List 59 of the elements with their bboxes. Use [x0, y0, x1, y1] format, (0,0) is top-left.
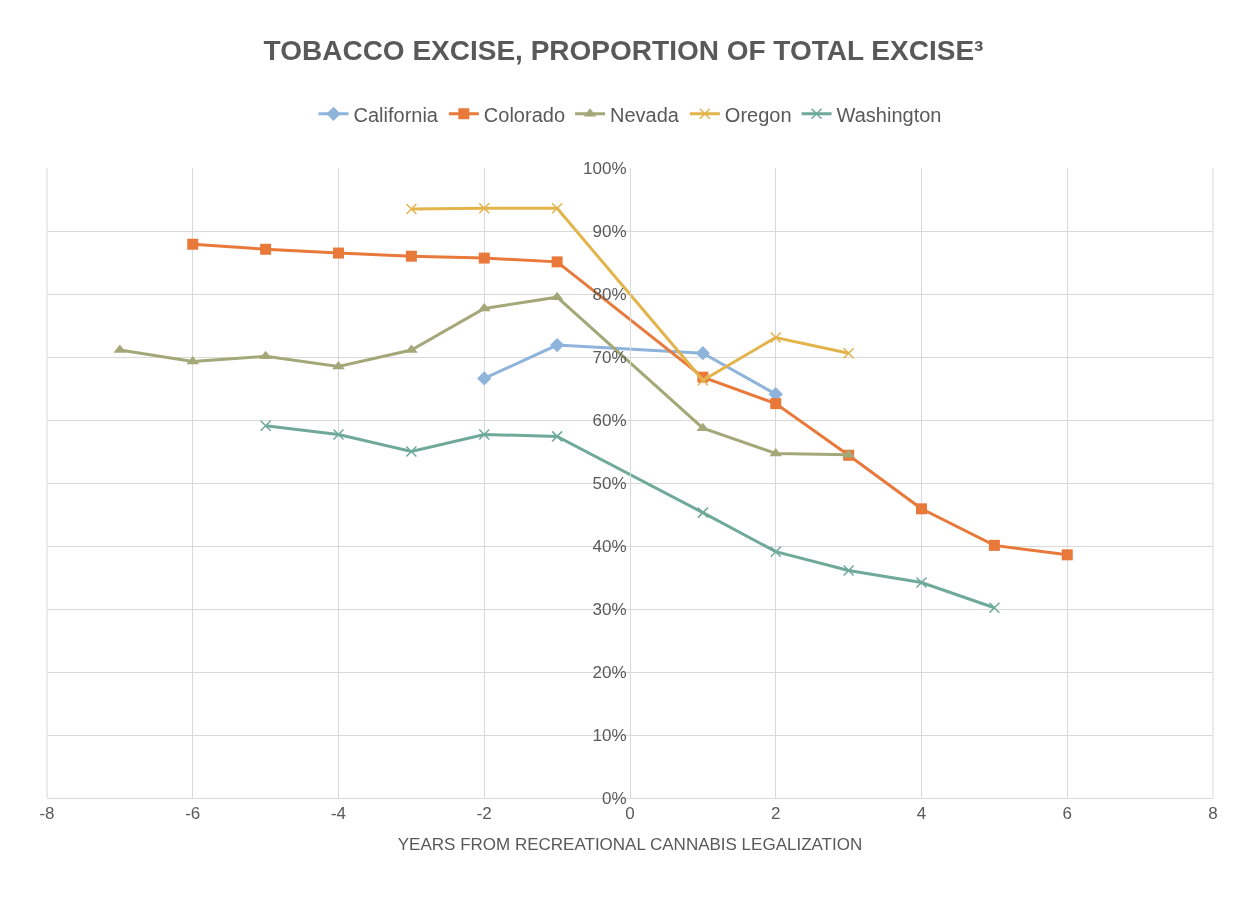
point — [551, 256, 563, 268]
point — [187, 238, 199, 250]
point — [915, 576, 928, 589]
y-tick-label: 20% — [592, 662, 627, 682]
point — [477, 371, 492, 386]
x-tick-label: -2 — [476, 804, 492, 824]
point — [478, 202, 490, 215]
point — [405, 250, 417, 262]
point — [259, 350, 272, 360]
point — [842, 347, 855, 359]
y-tick-label: 100% — [583, 158, 627, 178]
y-tick-label: 0% — [602, 788, 627, 808]
legend-label: Washington — [836, 103, 942, 126]
point — [478, 252, 490, 264]
y-tick-label: 50% — [592, 473, 627, 493]
point — [478, 428, 490, 441]
point — [551, 430, 563, 443]
legend-label: Nevada — [610, 103, 680, 126]
point — [988, 601, 1001, 614]
y-tick-label: 70% — [592, 347, 627, 367]
x-tick-label: 4 — [916, 804, 927, 824]
x-tick-label: 8 — [1208, 804, 1218, 824]
point — [1061, 549, 1073, 561]
point — [916, 503, 927, 515]
point — [332, 428, 345, 441]
point — [695, 346, 711, 361]
point — [770, 545, 782, 558]
x-tick-label: 2 — [771, 804, 781, 824]
x-tick-label: -4 — [330, 804, 347, 824]
y-tick-label: 90% — [592, 221, 627, 241]
x-tick-label: 0 — [625, 804, 635, 824]
point — [770, 331, 782, 344]
legend-label: Colorado — [483, 103, 566, 126]
legend-label: California — [353, 103, 439, 126]
y-tick-label: 40% — [592, 536, 627, 556]
point — [842, 564, 855, 577]
point — [186, 355, 200, 365]
point — [405, 203, 418, 215]
x-tick-label: 6 — [1062, 804, 1072, 824]
point — [988, 539, 1000, 551]
point — [769, 447, 783, 457]
y-tick-label: 60% — [592, 410, 627, 430]
x-tick-label: -8 — [39, 804, 55, 824]
point — [551, 202, 563, 215]
y-tick-label: 10% — [592, 725, 627, 745]
point — [405, 445, 418, 458]
point — [697, 506, 709, 519]
point — [332, 360, 345, 370]
point — [477, 302, 491, 312]
point — [333, 247, 344, 259]
point — [770, 398, 782, 410]
point — [549, 337, 565, 353]
x-tick-label: -6 — [185, 804, 201, 824]
point — [260, 243, 272, 255]
legend-label: Oregon — [724, 103, 792, 126]
point — [259, 419, 272, 432]
x-axis-title: YEARS FROM RECREATIONAL CANNABIS LEGALIZATION — [397, 834, 863, 854]
y-tick-label: 30% — [592, 599, 627, 619]
chart-title: TOBACCO EXCISE, PROPORTION OF TOTAL EXCISE³ — [263, 34, 984, 66]
